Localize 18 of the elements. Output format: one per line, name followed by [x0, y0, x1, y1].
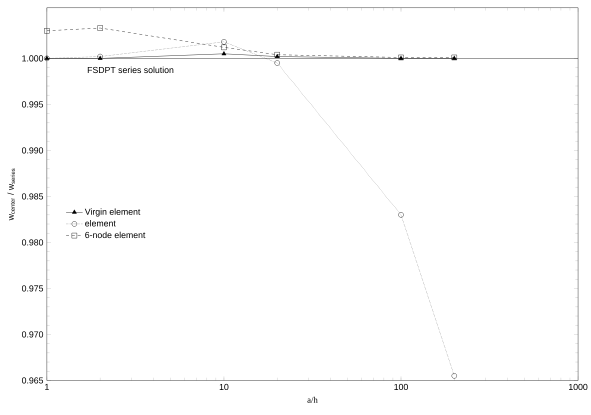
y-tick-label: 0.970: [22, 331, 44, 338]
y-tick-label: 0.965: [22, 377, 44, 384]
y-tick-label: 0.990: [22, 147, 44, 154]
x-axis-title: a/h: [307, 396, 318, 403]
y-tick-label: 0.980: [22, 239, 44, 246]
legend-label: 6-node element: [85, 232, 146, 238]
x-tick-label: 100: [394, 384, 408, 390]
y-tick-label: 1.000: [22, 55, 44, 62]
x-tick-label: 10: [220, 384, 228, 390]
y-axis-title: w$_{center}$ / w$_{series}$: [7, 168, 15, 220]
legend-label: Virgin element: [84, 208, 140, 217]
legend-label: element: [85, 220, 116, 226]
x-tick-label: 1: [45, 384, 49, 390]
y-tick-label: 0.995: [22, 101, 44, 108]
y-tick-label: 0.975: [22, 285, 44, 292]
y-tick-label: 0.985: [22, 193, 44, 200]
ref-line-label: FSDPT series solution: [88, 66, 174, 74]
x-tick-label: 1000: [569, 384, 588, 390]
